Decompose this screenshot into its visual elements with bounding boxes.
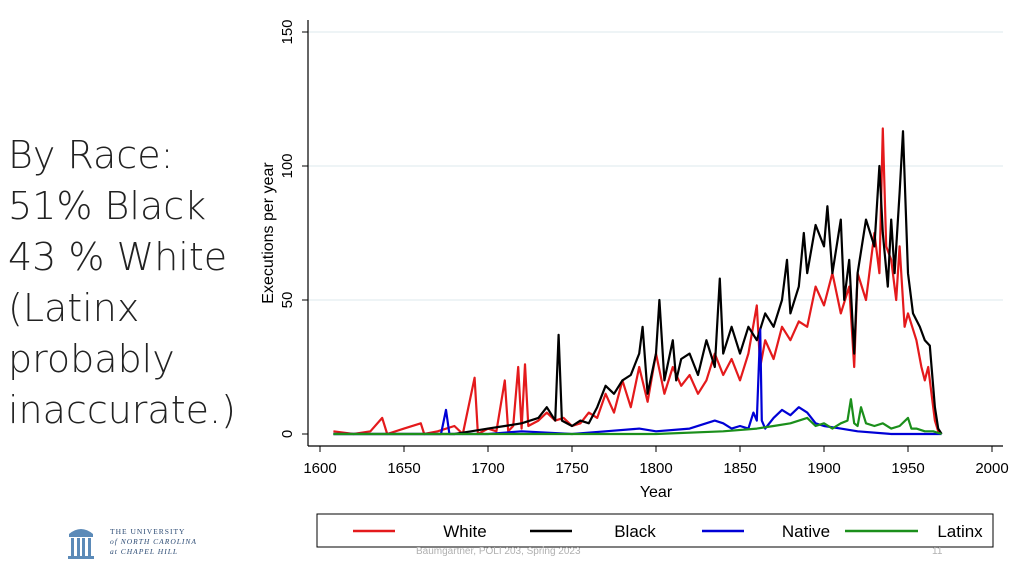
series-line-native xyxy=(333,328,942,436)
chart-grid xyxy=(308,31,1003,301)
page-number: 11 xyxy=(932,546,943,557)
logo-wordmark: THE UNIVERSITY of NORTH CAROLINA at CHAP… xyxy=(110,527,197,557)
series-line-latinx xyxy=(333,398,942,436)
slide-text-line: (Latinx xyxy=(8,286,140,330)
x-tick-label: 1800 xyxy=(639,460,672,477)
y-axis-label: Executions per year xyxy=(260,162,277,304)
y-tick-label: 50 xyxy=(279,292,296,309)
x-tick-label: 1750 xyxy=(555,460,588,477)
logo-line: at CHAPEL HILL xyxy=(110,547,179,556)
x-tick-label: 1950 xyxy=(891,460,924,477)
y-tick-label: 100 xyxy=(279,153,296,178)
old-well-icon xyxy=(68,529,94,559)
unc-logo: THE UNIVERSITY of NORTH CAROLINA at CHAP… xyxy=(66,522,226,562)
chart-series xyxy=(333,127,943,436)
x-tick-label: 1600 xyxy=(303,460,336,477)
slide-text-line: 51% Black xyxy=(8,184,207,228)
slide-text: By Race: 51% Black 43 % White (Latinx pr… xyxy=(8,130,258,436)
slide-text-line: probably xyxy=(8,337,175,381)
chart-axes: 0 50 100 150 1600 1650 1700 1750 1800 1850 1900 195… xyxy=(279,19,1009,477)
legend-label-native: Native xyxy=(782,522,830,541)
x-tick-label: 1700 xyxy=(471,460,504,477)
legend-label-black: Black xyxy=(614,522,656,541)
slide-text-line: By Race: xyxy=(8,133,174,177)
chart-legend: White Black Native Latinx xyxy=(316,513,994,548)
x-axis-label: Year xyxy=(640,484,673,501)
series-line-white xyxy=(333,127,943,436)
y-tick-label: 0 xyxy=(279,430,296,438)
logo-line: of NORTH CAROLINA xyxy=(110,537,198,546)
x-tick-label: 1850 xyxy=(723,460,756,477)
x-tick-label: 1650 xyxy=(387,460,420,477)
slide-text-line: inaccurate.) xyxy=(8,388,236,432)
legend-label-latinx: Latinx xyxy=(937,522,983,541)
footer-citation: Baumgartner, POLI 203, Spring 2023 xyxy=(416,546,581,557)
y-tick-label: 150 xyxy=(279,19,296,44)
x-tick-label: 2000 xyxy=(975,460,1008,477)
legend-label-white: White xyxy=(443,522,486,541)
series-line-black xyxy=(333,130,943,436)
logo-line: THE UNIVERSITY xyxy=(110,527,186,536)
slide-text-line: 43 % White xyxy=(8,235,228,279)
x-tick-label: 1900 xyxy=(807,460,840,477)
